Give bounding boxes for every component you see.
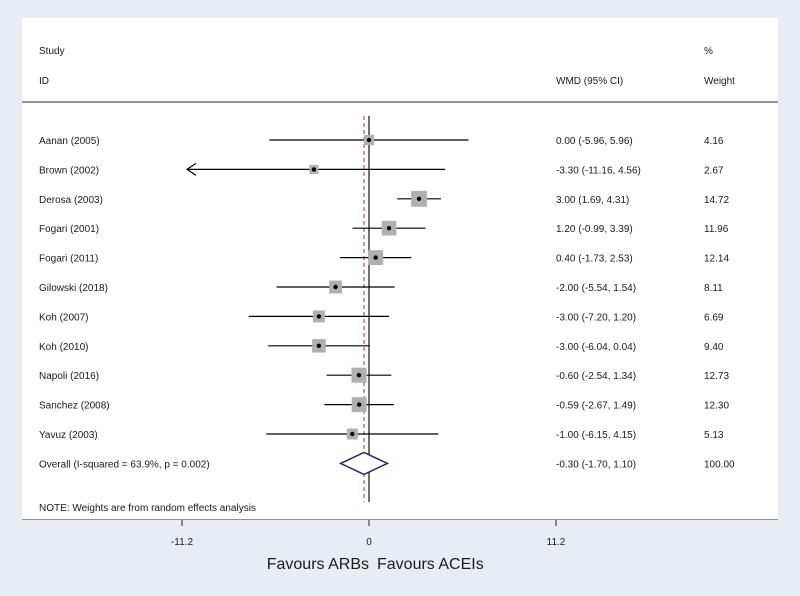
x-tick-label: 0: [366, 537, 372, 548]
ci-truncation-arrow: [185, 162, 197, 176]
study-weight-text: 12.30: [704, 401, 729, 412]
study-ci-text: -3.30 (-11.16, 4.56): [556, 165, 641, 176]
x-tick-label: -11.2: [171, 537, 193, 548]
study-point-estimate: [366, 137, 372, 143]
study-label: Koh (2007): [39, 312, 88, 323]
study-weight-text: 8.11: [704, 283, 723, 294]
study-ci-text: -0.60 (-2.54, 1.34): [556, 371, 636, 382]
study-weight-text: 4.16: [704, 136, 724, 147]
study-point-estimate: [316, 343, 322, 348]
study-weight-text: 5.13: [704, 430, 724, 441]
overall-ci-text: -0.30 (-1.70, 1.10): [556, 459, 636, 470]
study-point-estimate: [356, 402, 362, 407]
study-ci-text: -1.00 (-6.15, 4.15): [556, 430, 636, 441]
xlabel-favours-aceis: Favours ACEIs: [377, 556, 484, 573]
study-point-estimate: [311, 167, 317, 172]
header-effect: WMD (95% CI): [556, 76, 623, 87]
study-ci-text: 0.00 (-5.96, 5.96): [556, 136, 633, 147]
study-weight-text: 12.14: [704, 254, 729, 265]
footnote: NOTE: Weights are from random effects an…: [39, 503, 256, 514]
overall-weight-text: 100.00: [704, 459, 735, 470]
study-weight-text: 2.67: [704, 165, 724, 176]
overall-label: Overall (I-squared = 63.9%, p = 0.002): [39, 459, 210, 470]
study-label: Napoli (2016): [39, 371, 99, 382]
study-point-estimate: [416, 196, 422, 201]
study-label: Derosa (2003): [39, 195, 103, 206]
study-weight-text: 14.72: [704, 195, 729, 206]
study-ci-text: 3.00 (1.69, 4.31): [556, 195, 629, 206]
study-point-estimate: [316, 314, 322, 319]
study-label: Koh (2010): [39, 342, 88, 353]
study-weight-text: 6.69: [704, 312, 724, 323]
study-label: Fogari (2001): [39, 224, 99, 235]
x-tick-label: 11.2: [547, 537, 566, 548]
forest-marks: Aanan (2005) 0.00 (-5.96, 5.96) 4.16 Brown …: [22, 116, 778, 520]
forest-plot: Study ID WMD (95% CI) % Weight Aanan (20…: [22, 46, 778, 520]
study-label: Fogari (2011): [39, 254, 98, 265]
study-label: Sanchez (2008): [39, 401, 110, 412]
header-percent: %: [704, 46, 713, 57]
study-point-estimate: [350, 431, 355, 437]
study-ci-text: 0.40 (-1.73, 2.53): [556, 254, 633, 265]
study-ci-text: -3.00 (-6.04, 0.04): [556, 342, 636, 353]
study-ci-text: -2.00 (-5.54, 1.54): [556, 283, 636, 294]
study-point-estimate: [356, 373, 362, 378]
study-label: Gilowski (2018): [39, 283, 108, 294]
study-point-estimate: [373, 255, 378, 260]
header-id: ID: [39, 76, 49, 87]
study-ci-text: -0.59 (-2.67, 1.49): [556, 401, 636, 412]
study-label: Brown (2002): [39, 165, 99, 176]
study-weight-text: 12.73: [704, 371, 729, 382]
study-label: Yavuz (2003): [39, 430, 98, 441]
study-point-estimate: [333, 284, 338, 290]
xlabel-favours-arbs: Favours ARBs: [267, 556, 369, 573]
plot-panel: Study ID WMD (95% CI) % Weight Aanan (20…: [22, 18, 778, 520]
header-study: Study: [39, 46, 65, 57]
overall-diamond: [338, 451, 390, 476]
study-point-estimate: [386, 226, 392, 231]
study-ci-text: 1.20 (-0.99, 3.39): [556, 224, 633, 235]
header-weight: Weight: [704, 76, 735, 87]
study-label: Aanan (2005): [39, 136, 100, 147]
study-ci-text: -3.00 (-7.20, 1.20): [556, 312, 636, 323]
study-weight-text: 9.40: [704, 342, 724, 353]
study-weight-text: 11.96: [704, 224, 729, 235]
